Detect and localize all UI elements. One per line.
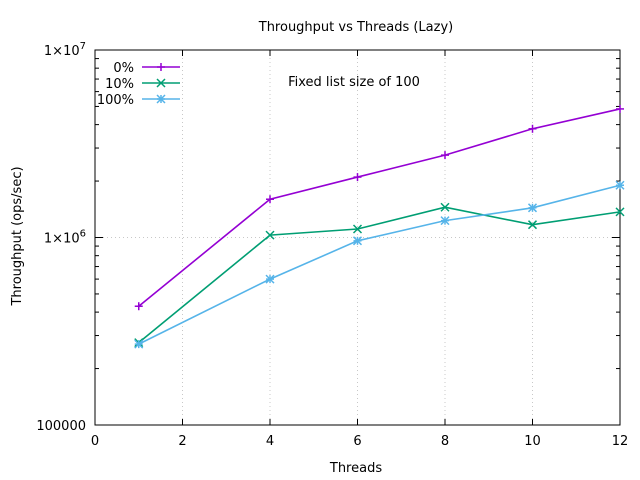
series-1-point xyxy=(266,195,274,204)
series-1-point xyxy=(528,124,537,133)
series-2-point xyxy=(527,220,538,230)
series-2-point xyxy=(615,207,625,217)
y-tick-label: 100000 xyxy=(36,419,86,434)
chart-title: Throughput vs Threads (Lazy) xyxy=(258,20,453,35)
legend-marker xyxy=(156,78,166,88)
series-2-point xyxy=(265,230,275,240)
series-3-point xyxy=(134,339,144,349)
y-tick-label: 1×107 xyxy=(44,41,86,59)
legend: 0%10%100% xyxy=(97,61,180,108)
legend-label: 0% xyxy=(113,61,134,76)
series-1-point xyxy=(134,302,143,311)
series-3-point xyxy=(440,216,450,226)
y-tick-label: 1×106 xyxy=(44,229,86,247)
x-tick-label: 12 xyxy=(612,434,629,449)
series-1-point xyxy=(353,173,362,182)
series-2-point xyxy=(440,202,450,212)
x-tick-label: 8 xyxy=(441,434,449,449)
x-tick-label: 4 xyxy=(266,434,274,449)
legend-label: 10% xyxy=(105,77,134,92)
series-2-point xyxy=(352,224,363,234)
y-axis-label: Throughput (ops/sec) xyxy=(10,166,25,306)
series-3-line xyxy=(138,184,621,345)
series-1-point xyxy=(441,151,449,160)
series-group xyxy=(134,104,625,349)
x-axis-label: Threads xyxy=(329,461,382,476)
series-3-point xyxy=(527,203,538,213)
legend-marker xyxy=(157,63,165,71)
legend-label: 100% xyxy=(97,93,134,108)
x-tick-label: 10 xyxy=(524,434,541,449)
grid xyxy=(95,50,620,425)
series-3-point xyxy=(265,274,275,284)
x-tick-label: 6 xyxy=(353,434,361,449)
series-2-line xyxy=(138,206,621,344)
series-1-point xyxy=(616,104,624,113)
axis-ticks: 0 2 4 6 8 10 12 100000 1×106 1×107 xyxy=(36,41,628,449)
series-3-point xyxy=(352,236,363,246)
series-3-point xyxy=(615,180,625,190)
legend-marker xyxy=(156,94,166,104)
x-tick-label: 0 xyxy=(91,434,99,449)
x-tick-label: 2 xyxy=(178,434,186,449)
series-1-line xyxy=(138,108,621,307)
chart-annotation: Fixed list size of 100 xyxy=(288,75,420,90)
